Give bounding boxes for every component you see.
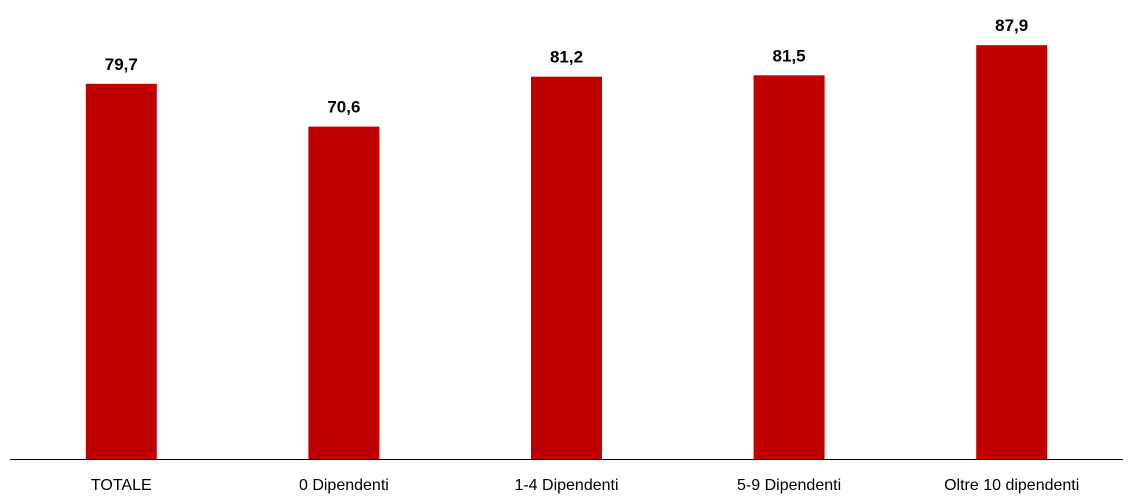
bar-3 [753, 75, 825, 460]
value-labels-layer: 79,7 70,6 81,2 81,5 87,9 [105, 16, 1028, 116]
x-tick-labels: TOTALE 0 Dipendenti 1-4 Dipendenti 5-9 Dipe… [91, 477, 1079, 494]
bar-0 [85, 83, 157, 460]
bar-2 [531, 76, 602, 459]
bar-4 [976, 45, 1048, 459]
data-label-1: 70,6 [327, 98, 360, 117]
data-label-3: 81,5 [773, 46, 806, 65]
x-tick-label-4: Oltre 10 dipendenti [944, 477, 1079, 494]
x-tick-label-1: 0 Dipendenti [299, 477, 389, 494]
data-label-2: 81,2 [550, 48, 583, 67]
x-tick-label-2: 1-4 Dipendenti [514, 477, 618, 494]
data-label-0: 79,7 [105, 55, 138, 74]
x-tick-label-3: 5-9 Dipendenti [737, 477, 841, 494]
bar-1 [308, 126, 380, 459]
x-tick-label-0: TOTALE [91, 477, 152, 494]
bars-layer [85, 45, 1048, 460]
data-label-4: 87,9 [995, 16, 1028, 35]
